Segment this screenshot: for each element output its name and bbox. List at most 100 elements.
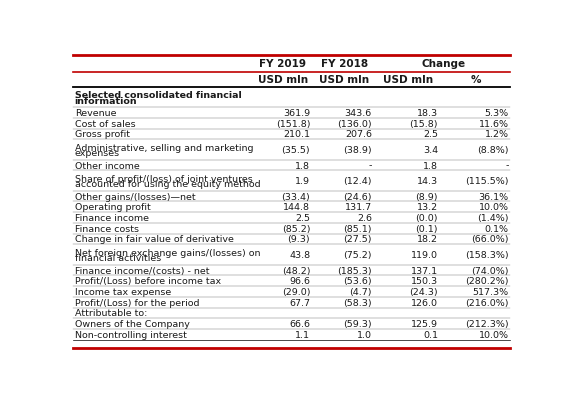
Text: 210.1: 210.1: [283, 130, 310, 139]
Text: (85.1): (85.1): [343, 224, 372, 233]
Text: Finance income/(costs) - net: Finance income/(costs) - net: [75, 266, 209, 275]
Text: (151.8): (151.8): [275, 119, 310, 128]
Text: (27.5): (27.5): [343, 235, 372, 244]
Text: Administrative, selling and marketing: Administrative, selling and marketing: [75, 144, 253, 152]
Text: Other income: Other income: [75, 161, 139, 170]
Text: 13.2: 13.2: [417, 203, 438, 212]
Text: 10.0%: 10.0%: [479, 203, 509, 212]
Text: Attributable to:: Attributable to:: [75, 309, 147, 318]
Text: FY 2019: FY 2019: [259, 59, 306, 69]
Text: 119.0: 119.0: [411, 250, 438, 259]
Text: (59.3): (59.3): [343, 319, 372, 328]
Text: 18.2: 18.2: [417, 235, 438, 244]
Text: 3.4: 3.4: [423, 146, 438, 155]
Text: Cost of sales: Cost of sales: [75, 119, 135, 128]
Text: 1.1: 1.1: [295, 330, 310, 339]
Text: Share of profit/(loss) of joint ventures: Share of profit/(loss) of joint ventures: [75, 174, 253, 183]
Text: financial activities: financial activities: [75, 254, 161, 263]
Text: 10.0%: 10.0%: [479, 330, 509, 339]
Text: Selected consolidated financial: Selected consolidated financial: [75, 91, 241, 100]
Text: Other gains/(losses)—net: Other gains/(losses)—net: [75, 192, 195, 201]
Text: (1.4%): (1.4%): [477, 213, 509, 223]
Text: 150.3: 150.3: [411, 277, 438, 286]
Text: 131.7: 131.7: [345, 203, 372, 212]
Text: 343.6: 343.6: [345, 109, 372, 118]
Text: 126.0: 126.0: [411, 298, 438, 307]
Text: (115.5%): (115.5%): [465, 176, 509, 186]
Text: 43.8: 43.8: [289, 250, 310, 259]
Text: Change: Change: [422, 59, 466, 69]
Text: Profit/(Loss) before income tax: Profit/(Loss) before income tax: [75, 277, 221, 286]
Text: (66.0%): (66.0%): [471, 235, 509, 244]
Text: accounted for using the equity method: accounted for using the equity method: [75, 180, 260, 189]
Text: -: -: [505, 161, 509, 170]
Text: (0.1): (0.1): [415, 224, 438, 233]
Text: Gross profit: Gross profit: [75, 130, 130, 139]
Text: (85.2): (85.2): [282, 224, 310, 233]
Text: (74.0%): (74.0%): [471, 266, 509, 275]
Text: expenses: expenses: [75, 149, 120, 158]
Text: 1.8: 1.8: [295, 161, 310, 170]
Text: (75.2): (75.2): [343, 250, 372, 259]
Text: 2.5: 2.5: [295, 213, 310, 223]
Text: 14.3: 14.3: [417, 176, 438, 186]
Text: 11.6%: 11.6%: [479, 119, 509, 128]
Text: (38.9): (38.9): [343, 146, 372, 155]
Text: (158.3%): (158.3%): [465, 250, 509, 259]
Text: Operating profit: Operating profit: [75, 203, 150, 212]
Text: (33.4): (33.4): [282, 192, 310, 201]
Text: Net foreign exchange gains/(losses) on: Net foreign exchange gains/(losses) on: [75, 248, 260, 257]
Text: (4.7): (4.7): [349, 287, 372, 296]
Text: information: information: [75, 97, 137, 105]
Text: 517.3%: 517.3%: [472, 287, 509, 296]
Text: (136.0): (136.0): [337, 119, 372, 128]
Text: 5.3%: 5.3%: [484, 109, 509, 118]
Text: FY 2018: FY 2018: [321, 59, 368, 69]
Text: (8.9): (8.9): [415, 192, 438, 201]
Text: 36.1%: 36.1%: [479, 192, 509, 201]
Text: Finance income: Finance income: [75, 213, 149, 223]
Text: 144.8: 144.8: [283, 203, 310, 212]
Text: 125.9: 125.9: [411, 319, 438, 328]
Text: 207.6: 207.6: [345, 130, 372, 139]
Text: (24.6): (24.6): [343, 192, 372, 201]
Text: 96.6: 96.6: [289, 277, 310, 286]
Text: (8.8%): (8.8%): [477, 146, 509, 155]
Text: USD mln: USD mln: [258, 75, 308, 85]
Text: 66.6: 66.6: [289, 319, 310, 328]
Text: Owners of the Company: Owners of the Company: [75, 319, 189, 328]
Text: (12.4): (12.4): [343, 176, 372, 186]
Text: Income tax expense: Income tax expense: [75, 287, 171, 296]
Text: 137.1: 137.1: [411, 266, 438, 275]
Text: Profit/(Loss) for the period: Profit/(Loss) for the period: [75, 298, 199, 307]
Text: (212.3%): (212.3%): [465, 319, 509, 328]
Text: -: -: [369, 161, 372, 170]
Text: (216.0%): (216.0%): [465, 298, 509, 307]
Text: Finance costs: Finance costs: [75, 224, 139, 233]
Text: Revenue: Revenue: [75, 109, 116, 118]
Text: USD mln: USD mln: [384, 75, 434, 85]
Text: 1.8: 1.8: [423, 161, 438, 170]
Text: 18.3: 18.3: [417, 109, 438, 118]
Text: 1.0: 1.0: [357, 330, 372, 339]
Text: 2.6: 2.6: [357, 213, 372, 223]
Text: (185.3): (185.3): [337, 266, 372, 275]
Text: 0.1%: 0.1%: [485, 224, 509, 233]
Text: 2.5: 2.5: [423, 130, 438, 139]
Text: USD mln: USD mln: [319, 75, 370, 85]
Text: (53.6): (53.6): [343, 277, 372, 286]
Text: (15.8): (15.8): [410, 119, 438, 128]
Text: (24.3): (24.3): [409, 287, 438, 296]
Text: (35.5): (35.5): [282, 146, 310, 155]
Text: (0.0): (0.0): [415, 213, 438, 223]
Text: (9.3): (9.3): [287, 235, 310, 244]
Text: Non-controlling interest: Non-controlling interest: [75, 330, 187, 339]
Text: 67.7: 67.7: [289, 298, 310, 307]
Text: (58.3): (58.3): [343, 298, 372, 307]
Text: Change in fair value of derivative: Change in fair value of derivative: [75, 235, 233, 244]
Text: (29.0): (29.0): [282, 287, 310, 296]
Text: 1.9: 1.9: [295, 176, 310, 186]
Text: %: %: [471, 75, 481, 85]
Text: 1.2%: 1.2%: [485, 130, 509, 139]
Text: 0.1: 0.1: [423, 330, 438, 339]
